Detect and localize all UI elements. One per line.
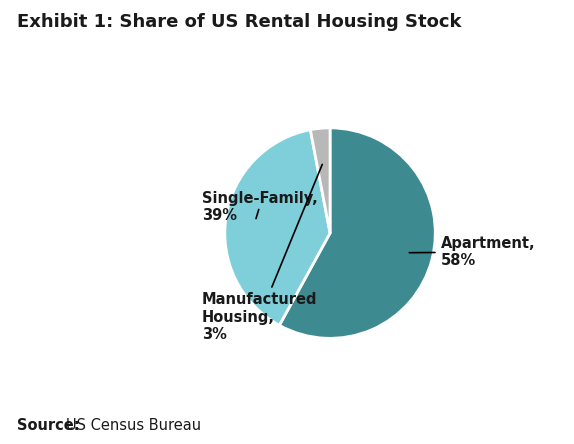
Wedge shape: [311, 128, 330, 233]
Text: Single-Family,
39%: Single-Family, 39%: [201, 190, 317, 223]
Text: Manufactured
Housing,
3%: Manufactured Housing, 3%: [201, 164, 322, 342]
Wedge shape: [225, 130, 330, 325]
Text: Apartment,
58%: Apartment, 58%: [409, 236, 535, 268]
Text: US Census Bureau: US Census Bureau: [66, 418, 201, 433]
Wedge shape: [280, 128, 435, 338]
Text: Exhibit 1: Share of US Rental Housing Stock: Exhibit 1: Share of US Rental Housing St…: [17, 13, 461, 32]
Text: Source:: Source:: [17, 418, 80, 433]
